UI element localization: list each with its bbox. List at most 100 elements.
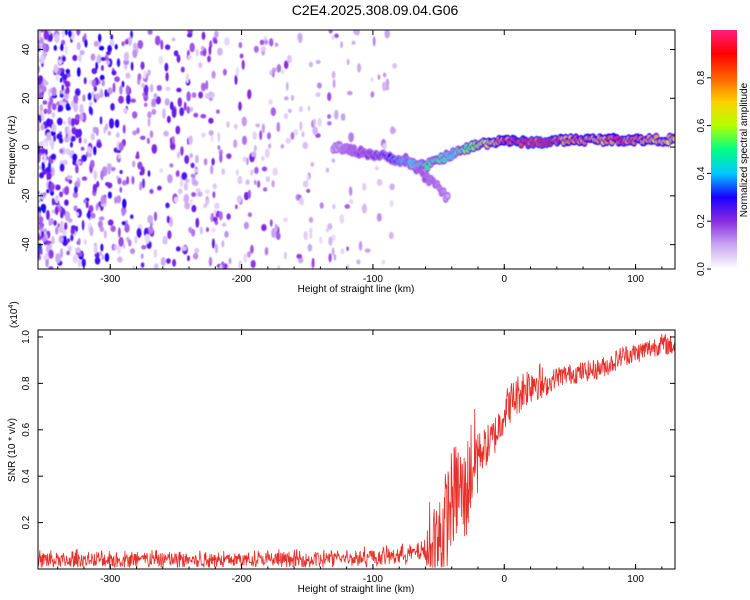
spectrogram-cell xyxy=(355,30,360,36)
spectrogram-cell xyxy=(293,129,299,136)
spectrogram-cell xyxy=(222,68,227,76)
snr-x-tick-label: -100 xyxy=(363,574,383,585)
spectrogram-cell xyxy=(299,106,303,113)
spectrogram-cell xyxy=(96,202,99,210)
spectrogram-cell xyxy=(72,191,79,199)
spectrogram-cell xyxy=(101,170,105,178)
spectrogram-cell xyxy=(40,203,47,212)
spectrogram-cell xyxy=(217,47,223,56)
spectrogram-cell xyxy=(81,220,85,231)
spectrogram-cell xyxy=(110,225,116,232)
spectrogram-cell xyxy=(68,30,72,38)
spectrogram-cell xyxy=(283,251,287,260)
spectrogram-cell xyxy=(60,220,64,228)
snr-series-line xyxy=(38,333,675,568)
spectrogram-cell xyxy=(164,98,170,106)
spectrogram-cell xyxy=(55,226,59,235)
spectrogram-cell xyxy=(126,176,130,185)
spectrogram-cells xyxy=(38,30,675,269)
spectrogram-cell xyxy=(100,57,106,61)
spectrogram-cell xyxy=(147,214,154,224)
spectrogram-cell xyxy=(211,227,216,233)
spectrogram-cell xyxy=(125,85,130,95)
spectrogram-cell xyxy=(214,202,220,210)
spectrogram-cell xyxy=(59,163,65,172)
spectrogram-cell xyxy=(107,219,114,226)
spectrogram-cell xyxy=(76,42,81,51)
spectrogram-cell xyxy=(383,72,387,78)
spectrogram-cell xyxy=(381,259,386,265)
spectrogram-cell xyxy=(328,253,332,263)
spectrogram-cell xyxy=(163,130,169,137)
spectrogram-cell xyxy=(41,85,47,93)
spectrogram-cell xyxy=(298,197,304,206)
spectrogram-cell xyxy=(277,265,281,269)
spectrogram-cell xyxy=(149,84,154,93)
spectrogram-cell xyxy=(118,142,124,151)
spectrogram-cell xyxy=(124,223,130,233)
spectrogram-cell xyxy=(173,50,179,57)
spectrogram-cell xyxy=(251,151,256,157)
spectrogram-cell xyxy=(171,135,175,145)
spectrogram-cell xyxy=(361,203,367,214)
snr-x-tick-label: -200 xyxy=(232,574,252,585)
spectrogram-cell xyxy=(183,101,187,111)
spectrogram-cell xyxy=(119,170,123,174)
spectrogram-cell xyxy=(210,164,214,175)
spectrogram-cell xyxy=(99,88,104,98)
spectrogram-cell xyxy=(94,257,101,265)
spectrogram-cell xyxy=(38,30,41,41)
spectrogram-cell xyxy=(227,264,230,269)
spectrogram-cell xyxy=(180,66,185,73)
spectrogram-cell xyxy=(344,204,351,209)
spectrogram-cell xyxy=(53,45,57,51)
spectrogram-cell xyxy=(132,42,138,51)
spectrogram-cell xyxy=(189,42,195,53)
spectrogram-cell xyxy=(388,231,394,240)
spectrogram-cell xyxy=(64,80,71,88)
spectrogram-cell xyxy=(382,143,387,150)
spectrogram-cell xyxy=(242,156,247,163)
spectrogram-cell xyxy=(105,123,109,131)
spectrogram-cell xyxy=(246,157,249,166)
spectrogram-cell xyxy=(238,101,242,111)
spectrogram-cell xyxy=(217,131,221,143)
spectrogram-cell xyxy=(154,35,161,46)
spectrogram-cell xyxy=(212,191,216,199)
spectrogram-cell xyxy=(114,196,118,204)
spectrogram-cell xyxy=(117,154,122,159)
spectrogram-cell xyxy=(162,108,166,119)
spectrogram-cell xyxy=(374,166,379,171)
spectrogram-cell xyxy=(420,171,425,176)
spectrogram-cell xyxy=(189,153,194,159)
spectrogram-cell xyxy=(43,228,47,233)
spectrogram-cell xyxy=(186,203,190,209)
spectrogram-cell xyxy=(88,101,93,107)
spectrogram-cell xyxy=(176,151,181,159)
spectrogram-cell xyxy=(64,199,69,206)
spectrogram-cell xyxy=(390,128,397,134)
spectrogram-cell xyxy=(311,257,315,269)
spectrogram-cell xyxy=(187,33,193,38)
spectrogram-cell xyxy=(43,30,50,40)
spectrogram-cell xyxy=(298,33,303,44)
spectrogram-cell xyxy=(250,244,254,254)
spectrogram-cell xyxy=(123,65,128,70)
spectrogram-cell xyxy=(193,180,199,187)
spectrogram-cell xyxy=(116,58,121,68)
spectrogram-cell xyxy=(118,227,121,238)
spectrogram-cell xyxy=(137,161,143,170)
spectrogram-cell xyxy=(218,149,223,155)
spectrogram-cell xyxy=(42,100,48,105)
spectrogram-cell xyxy=(51,86,57,96)
spectrogram-cell xyxy=(48,266,54,269)
spectrogram-cell xyxy=(62,159,68,166)
spectrogram-cell xyxy=(333,254,337,261)
spectrogram-cell xyxy=(211,158,215,166)
spectrogram-cell xyxy=(121,221,127,226)
spectrogram-cell xyxy=(42,192,47,197)
spectrogram-cell xyxy=(75,114,80,121)
spectrogram-cell xyxy=(83,239,88,245)
spectrogram-cell xyxy=(117,177,122,185)
spectrogram-cell xyxy=(106,60,110,66)
